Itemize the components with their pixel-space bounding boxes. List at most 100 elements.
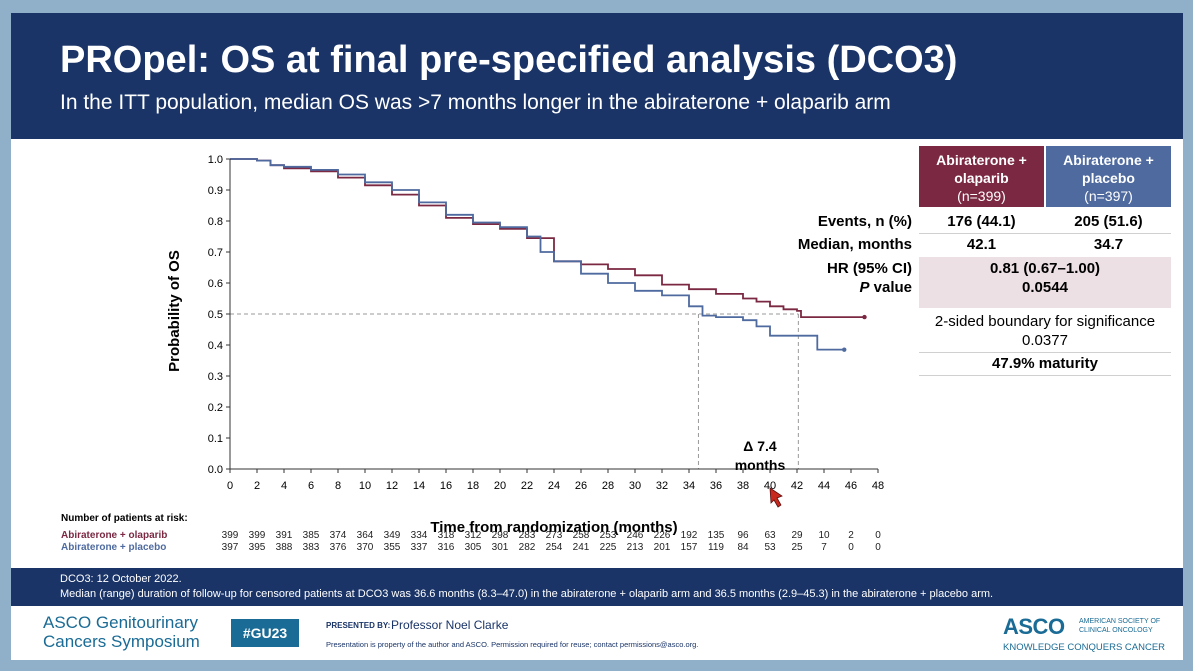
p-value-label: P value <box>859 279 912 296</box>
risk-value: 399 <box>221 530 239 541</box>
x-tick-label: 18 <box>467 480 479 492</box>
x-tick-label: 22 <box>521 480 533 492</box>
presented-by-label: PRESENTED BY: <box>326 621 391 630</box>
risk-value: 241 <box>572 542 590 553</box>
risk-value: 355 <box>383 542 401 553</box>
risk-value: 0 <box>848 542 854 553</box>
risk-value: 388 <box>275 542 293 553</box>
slide-title: PROpel: OS at final pre-specified analys… <box>60 39 958 81</box>
footer-notes: DCO3: 12 October 2022. Median (range) du… <box>11 568 1183 606</box>
stats-header-placebo-line2: placebo <box>1082 170 1135 186</box>
x-tick-label: 44 <box>818 480 830 492</box>
x-tick-label: 14 <box>413 480 425 492</box>
asco-logo: ASCO <box>1003 614 1065 639</box>
asco-org-line1: AMERICAN SOCIETY OF <box>1079 618 1161 625</box>
x-tick-label: 40 <box>764 480 776 492</box>
footer-dco: DCO3: 12 October 2022. <box>60 573 182 585</box>
risk-value: 63 <box>764 530 776 541</box>
risk-label-placebo: Abiraterone + placebo <box>61 542 167 553</box>
x-tick-label: 34 <box>683 480 695 492</box>
x-tick-label: 10 <box>359 480 371 492</box>
risk-value: 337 <box>410 542 428 553</box>
presenter-name: Professor Noel Clarke <box>391 618 509 632</box>
hr-box <box>919 257 1171 308</box>
censor-mark <box>862 314 867 320</box>
risk-value: 316 <box>437 542 455 553</box>
y-tick-label: 0.5 <box>208 309 223 321</box>
disclaimer: Presentation is property of the author a… <box>326 640 699 649</box>
asco-gu-line1: ASCO Genitourinary <box>43 613 198 632</box>
risk-value: 254 <box>545 542 563 553</box>
risk-value: 25 <box>791 542 803 553</box>
risk-value: 226 <box>653 530 671 541</box>
risk-value: 192 <box>680 530 698 541</box>
risk-value: 395 <box>248 542 266 553</box>
stats-header-olaparib-n: (n=399) <box>957 188 1006 204</box>
events-label: Events, n (%) <box>817 213 912 230</box>
median-label: Median, months <box>797 236 912 253</box>
risk-value: 298 <box>491 530 509 541</box>
asco-gu-line2: Cancers Symposium <box>43 632 200 651</box>
x-tick-label: 30 <box>629 480 641 492</box>
censor-mark <box>842 347 847 352</box>
y-tick-label: 0.8 <box>208 216 223 228</box>
risk-value: 385 <box>302 530 320 541</box>
risk-value: 282 <box>518 542 536 553</box>
risk-value: 301 <box>491 542 509 553</box>
cursor-arrow-icon <box>769 487 783 508</box>
y-tick-label: 0.0 <box>208 464 223 476</box>
risk-label-olaparib: Abiraterone + olaparib <box>61 530 168 541</box>
x-tick-label: 42 <box>791 480 803 492</box>
asco-org-name: AMERICAN SOCIETY OF CLINICAL ONCOLOGY <box>1079 617 1160 635</box>
risk-table-title: Number of patients at risk: <box>61 513 188 524</box>
risk-value: 246 <box>626 530 644 541</box>
risk-value: 283 <box>518 530 536 541</box>
risk-value: 318 <box>437 530 455 541</box>
risk-value: 53 <box>764 542 776 553</box>
x-tick-label: 36 <box>710 480 722 492</box>
risk-value: 349 <box>383 530 401 541</box>
x-tick-label: 2 <box>254 480 260 492</box>
p-value: 0.0544 <box>1022 279 1068 296</box>
median-placebo: 34.7 <box>1093 236 1124 253</box>
asco-org-line2: CLINICAL ONCOLOGY <box>1079 627 1153 634</box>
x-tick-label: 0 <box>227 480 233 492</box>
x-tick-label: 4 <box>281 480 287 492</box>
stats-header-olaparib: Abiraterone + olaparib (n=399) <box>919 146 1044 207</box>
risk-value: 312 <box>464 530 482 541</box>
hr-label: HR (95% CI) <box>826 260 912 277</box>
risk-value: 253 <box>599 530 617 541</box>
events-olaparib: 176 (44.1) <box>947 213 1016 230</box>
risk-value: 10 <box>818 530 830 541</box>
p-label-rest: value <box>869 279 912 296</box>
risk-value: 0 <box>875 542 881 553</box>
footer-followup: Median (range) duration of follow-up for… <box>60 588 994 600</box>
stats-header-olaparib-line1: Abiraterone + <box>936 152 1027 168</box>
y-tick-label: 0.7 <box>208 247 223 259</box>
risk-value: 305 <box>464 542 482 553</box>
risk-value: 213 <box>626 542 644 553</box>
risk-value: 258 <box>572 530 590 541</box>
risk-value: 0 <box>875 530 881 541</box>
risk-value: 7 <box>821 542 827 553</box>
risk-value: 397 <box>221 542 239 553</box>
row-divider <box>919 352 1171 353</box>
x-tick-label: 12 <box>386 480 398 492</box>
hr-value: 0.81 (0.67–1.00) <box>989 260 1101 277</box>
boundary-value: 0.0377 <box>1022 332 1068 349</box>
delta-annotation: Δ 7.4 <box>743 438 777 454</box>
row-divider <box>919 375 1171 376</box>
risk-value: 391 <box>275 530 293 541</box>
risk-value: 399 <box>248 530 266 541</box>
x-tick-label: 46 <box>845 480 857 492</box>
x-tick-label: 28 <box>602 480 614 492</box>
stats-header-placebo: Abiraterone + placebo (n=397) <box>1046 146 1171 207</box>
delta-annotation-unit: months <box>735 457 786 473</box>
y-tick-label: 0.1 <box>208 433 223 445</box>
risk-value: 370 <box>356 542 374 553</box>
events-placebo: 205 (51.6) <box>1074 213 1143 230</box>
risk-value: 157 <box>680 542 698 553</box>
slide: PROpel: OS at final pre-specified analys… <box>11 13 1183 660</box>
risk-value: 201 <box>653 542 671 553</box>
x-tick-label: 48 <box>872 480 884 492</box>
